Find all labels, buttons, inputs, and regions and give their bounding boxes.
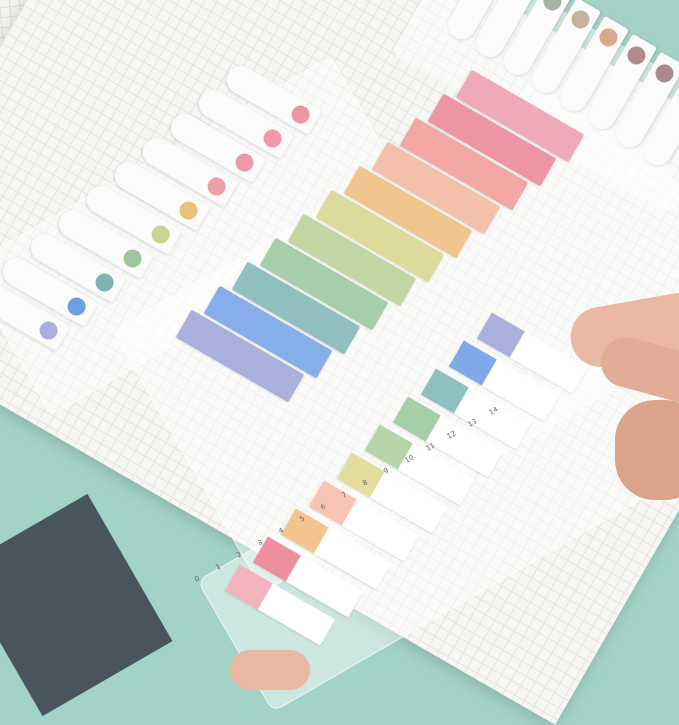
color-dot xyxy=(64,294,89,319)
hand-thumb xyxy=(230,650,310,690)
color-dot xyxy=(260,126,285,151)
color-dot xyxy=(92,270,117,295)
color-dot xyxy=(148,222,173,247)
color-dot xyxy=(232,150,257,175)
color-dot xyxy=(176,198,201,223)
color-dot xyxy=(568,7,593,32)
color-dot xyxy=(652,61,677,86)
dark-tab-set xyxy=(0,493,173,717)
color-dot xyxy=(540,0,565,14)
color-dot xyxy=(624,43,649,68)
color-dot xyxy=(36,318,61,343)
hand-palm xyxy=(615,400,679,500)
color-dot xyxy=(596,25,621,50)
color-dot xyxy=(120,246,145,271)
color-dot xyxy=(204,174,229,199)
color-dot xyxy=(288,102,313,127)
